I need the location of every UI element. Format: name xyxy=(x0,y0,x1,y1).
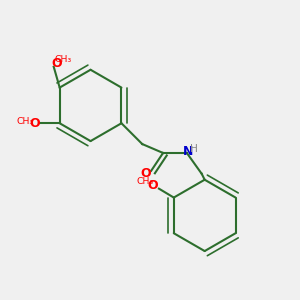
Text: H: H xyxy=(190,144,198,154)
Text: N: N xyxy=(183,145,194,158)
Text: CH₃: CH₃ xyxy=(17,117,34,126)
Text: O: O xyxy=(29,117,40,130)
Text: O: O xyxy=(140,167,151,180)
Text: O: O xyxy=(51,57,62,70)
Text: CH₃: CH₃ xyxy=(137,177,154,186)
Text: O: O xyxy=(148,179,158,192)
Text: CH₃: CH₃ xyxy=(54,55,71,64)
